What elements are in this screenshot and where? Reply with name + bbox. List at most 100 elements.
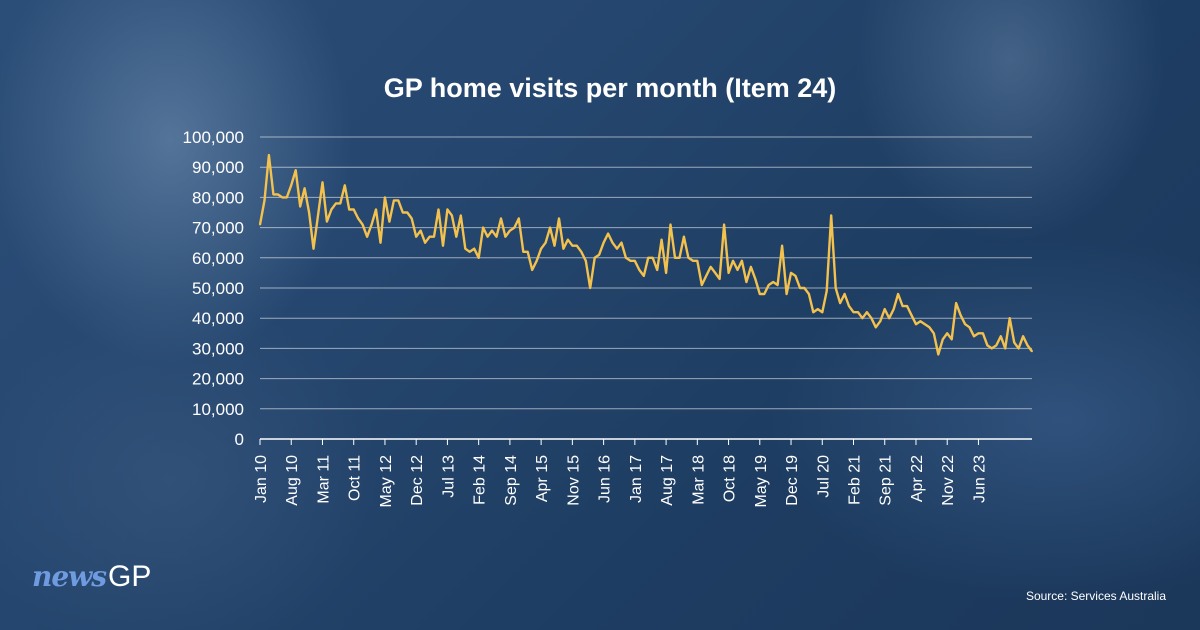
- data-point: [455, 235, 458, 238]
- chart-title: GP home visits per month (Item 24): [384, 73, 837, 103]
- x-tick-label: Nov 22: [940, 455, 957, 506]
- x-tick-label: Dec 12: [409, 455, 426, 506]
- data-point: [589, 287, 592, 289]
- data-point: [642, 275, 645, 277]
- data-point: [982, 332, 984, 335]
- data-point: [816, 308, 819, 310]
- data-point: [491, 229, 493, 232]
- data-point: [571, 244, 574, 247]
- data-point: [500, 217, 502, 220]
- data-point: [343, 184, 346, 187]
- data-point: [526, 250, 529, 253]
- data-point: [924, 323, 926, 326]
- data-point: [352, 208, 355, 211]
- data-point: [1031, 350, 1033, 353]
- data-point: [964, 323, 966, 326]
- x-tick-label: May 19: [753, 455, 770, 508]
- data-point: [509, 229, 511, 232]
- data-point: [941, 338, 944, 341]
- data-point: [937, 353, 940, 356]
- data-point: [1017, 347, 1020, 350]
- data-point: [567, 238, 569, 241]
- y-tick-label: 40,000: [192, 309, 244, 328]
- y-tick-label: 70,000: [192, 219, 244, 238]
- x-tick-label: May 12: [378, 455, 395, 508]
- data-point: [629, 259, 632, 262]
- data-point: [1004, 347, 1007, 350]
- data-point: [361, 223, 364, 226]
- data-point: [919, 320, 922, 323]
- data-point: [464, 247, 467, 250]
- data-point: [928, 326, 931, 329]
- x-tick-label: Aug 17: [659, 455, 676, 506]
- data-point: [281, 196, 284, 199]
- data-point: [1008, 317, 1011, 320]
- data-point: [683, 235, 685, 238]
- x-tick-label: Nov 15: [565, 455, 582, 506]
- logo-gp-text: GP: [108, 560, 152, 593]
- data-point: [861, 317, 864, 320]
- data-point: [335, 202, 337, 205]
- data-point: [625, 256, 627, 259]
- x-tick-label: Sep 21: [878, 455, 895, 506]
- data-point: [584, 259, 587, 262]
- data-point: [259, 223, 261, 226]
- data-point: [326, 220, 328, 223]
- data-point: [968, 326, 971, 329]
- data-point: [776, 284, 779, 286]
- data-point: [866, 311, 868, 314]
- data-point: [852, 311, 855, 314]
- data-point: [317, 214, 319, 217]
- data-point: [540, 247, 542, 250]
- data-point: [897, 293, 899, 295]
- data-point: [415, 235, 418, 238]
- data-point: [709, 266, 712, 268]
- data-point: [754, 278, 757, 280]
- y-tick-label: 80,000: [192, 188, 244, 207]
- data-point: [544, 241, 547, 244]
- y-axis-ticks: 0 10,000 20,000 30,000 40,000 50,000 60,000 70,…: [183, 128, 244, 449]
- data-point: [312, 247, 315, 250]
- data-point: [665, 272, 667, 274]
- data-point: [294, 169, 297, 172]
- data-point: [580, 250, 583, 253]
- data-point: [446, 208, 449, 211]
- data-point: [808, 293, 810, 295]
- data-point: [531, 269, 534, 271]
- data-point: [950, 338, 953, 341]
- data-point: [839, 302, 841, 304]
- data-point: [758, 293, 761, 295]
- data-point: [830, 214, 833, 217]
- data-point: [370, 223, 373, 226]
- data-point: [290, 184, 293, 187]
- data-point: [821, 311, 824, 314]
- data-point: [901, 305, 904, 307]
- data-point: [482, 226, 484, 229]
- data-point: [401, 211, 404, 214]
- data-point: [602, 241, 605, 244]
- data-point: [727, 272, 730, 274]
- x-tick-label: Apr 15: [534, 455, 551, 502]
- data-point: [339, 202, 342, 205]
- data-point: [442, 244, 444, 247]
- x-tick-label: Apr 22: [909, 455, 926, 502]
- data-point: [459, 214, 462, 217]
- data-point: [843, 293, 846, 295]
- data-point: [330, 208, 333, 211]
- data-point: [799, 287, 801, 289]
- data-point: [348, 208, 351, 211]
- data-point: [660, 238, 663, 241]
- y-tick-label: 0: [235, 430, 244, 449]
- data-point: [848, 305, 850, 307]
- data-point: [736, 269, 739, 271]
- x-tick-label: Dec 19: [784, 455, 801, 506]
- data-point: [611, 241, 614, 244]
- source-note: Source: Services Australia: [1025, 589, 1166, 603]
- data-point: [272, 193, 275, 196]
- y-tick-label: 60,000: [192, 249, 244, 268]
- data-point: [669, 223, 672, 226]
- data-point: [790, 272, 792, 274]
- x-tick-label: Sep 14: [503, 455, 520, 506]
- data-point: [379, 241, 382, 244]
